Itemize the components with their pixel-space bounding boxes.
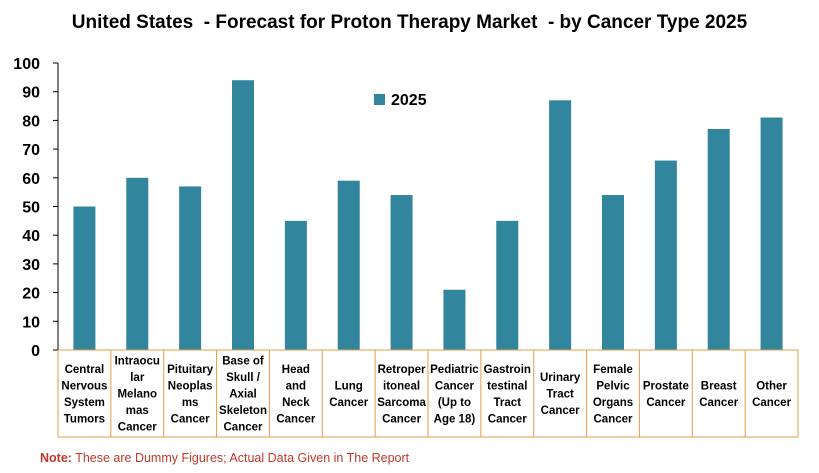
x-tick-label-line: mas	[126, 405, 149, 417]
y-tick-label: 60	[22, 171, 40, 188]
x-tick-label-line: Cancer	[118, 422, 158, 434]
x-tick-label-line: Lung	[335, 380, 363, 392]
x-tick-label-line: Cancer	[276, 413, 316, 425]
x-tick-label-line: Neoplas	[168, 380, 213, 392]
note-text: These are Dummy Figures; Actual Data Giv…	[71, 451, 410, 465]
y-tick-label: 100	[13, 56, 40, 73]
x-tick-label-line: Skeleton	[219, 405, 267, 417]
x-tick-label-line: testinal	[487, 380, 527, 392]
chart-title: United States - Forecast for Proton Ther…	[71, 12, 748, 33]
x-tick-label-line: (Up to	[438, 397, 471, 409]
bar	[179, 186, 202, 350]
x-tick-label-line: Cancer	[329, 397, 369, 409]
x-tick-label: Female Pelvic Organs Cancer	[593, 364, 633, 426]
x-tick-label-line: Cancer	[488, 413, 528, 425]
x-tick-label-line: Intraocu	[115, 356, 160, 368]
x-tick-label-line: Breast	[701, 380, 737, 392]
x-axis: Central Nervous System Tumors Intraocu lar Mel…	[57, 349, 799, 438]
footnote: Note: These are Dummy Figures; Actual Da…	[40, 451, 409, 465]
bar	[337, 180, 360, 350]
x-tick-label-line: Cancer	[171, 413, 211, 425]
x-tick-label: Urinary Tract Cancer	[540, 372, 581, 417]
bar	[602, 195, 624, 350]
bar	[390, 195, 413, 350]
x-tick-label: Breast Cancer	[699, 380, 739, 409]
y-tick-label: 30	[22, 257, 40, 274]
x-tick-label: Base of Skull / Axial Skeleton Cancer	[219, 356, 267, 434]
x-tick-label-line: Organs	[593, 397, 633, 409]
x-tick-label-line: Pelvic	[596, 380, 630, 392]
bar	[760, 117, 783, 350]
y-tick-label: 10	[22, 314, 40, 331]
x-tick-label-line: Gastroin	[484, 364, 531, 376]
x-tick-label-line: and	[286, 380, 306, 392]
bar	[496, 220, 519, 350]
x-tick-label-line: Prostate	[643, 380, 689, 392]
x-tick-label-line: Central	[65, 364, 105, 376]
x-tick-label-line: Urinary	[540, 372, 581, 384]
note-label: Note:	[40, 451, 72, 465]
x-tick-label-line: Cancer	[752, 397, 792, 409]
bars	[73, 80, 783, 350]
x-tick-label-line: Sarcoma	[377, 397, 426, 409]
bar	[284, 220, 307, 350]
y-tick-label: 40	[22, 228, 40, 245]
x-tick-label-line: lar	[130, 372, 145, 384]
x-tick-label: Pediatric Cancer (Up to Age 18)	[430, 364, 479, 426]
legend: 2025	[374, 92, 427, 109]
x-tick-label-line: Head	[282, 364, 310, 376]
y-tick-label: 70	[22, 142, 40, 159]
x-tick-label-line: Axial	[229, 389, 257, 401]
x-tick-label: Lung Cancer	[329, 380, 369, 409]
x-tick-label-line: Cancer	[646, 397, 686, 409]
x-tick-label: Central Nervous System Tumors	[61, 364, 107, 426]
x-tick-label: Other Cancer	[752, 380, 792, 409]
x-tick-label: Prostate Cancer	[643, 380, 689, 409]
x-tick-label-line: Cancer	[541, 405, 581, 417]
legend-label: 2025	[391, 92, 427, 109]
x-tick-label-line: Pituitary	[167, 364, 214, 376]
x-tick-label-line: Base of	[222, 356, 264, 368]
x-tick-label-line: ms	[182, 397, 199, 409]
y-axis: 0 10 20 30 40 50 60 70 80 90 100	[13, 56, 59, 360]
y-tick-label: 90	[22, 85, 40, 102]
bar	[73, 206, 96, 350]
x-tick-label-line: Pediatric	[430, 364, 479, 376]
x-tick-label-line: Tract	[546, 389, 574, 401]
y-tick-label: 0	[31, 343, 40, 360]
bar	[126, 177, 149, 350]
x-tick-label-line: Neck	[282, 397, 310, 409]
legend-swatch	[374, 94, 385, 105]
x-tick-label-line: itoneal	[383, 380, 420, 392]
x-tick-label-line: Female	[593, 364, 633, 376]
y-tick-label: 50	[22, 200, 40, 217]
x-tick-label-line: Tumors	[64, 413, 105, 425]
x-tick-label-line: Nervous	[61, 380, 107, 392]
x-tick-label: Intraocu lar Melano mas Cancer	[115, 356, 160, 434]
bar	[707, 129, 730, 350]
x-tick-label: Pituitary Neoplas ms Cancer	[167, 364, 214, 426]
bar	[232, 80, 254, 350]
bar	[549, 100, 572, 350]
x-tick-label-line: Cancer	[435, 380, 475, 392]
y-tick-label: 20	[22, 286, 40, 303]
x-tick-label-line: System	[64, 397, 105, 409]
x-tick-label-line: Retroper	[378, 364, 426, 376]
x-tick-label-line: Cancer	[382, 413, 422, 425]
bar	[654, 160, 677, 350]
x-tick-label: Gastroin testinal Tract Cancer	[484, 364, 531, 426]
x-tick-label-line: Cancer	[224, 422, 264, 434]
x-tick-label: Retroper itoneal Sarcoma Cancer	[377, 364, 426, 426]
x-tick-label-line: Melano	[117, 389, 157, 401]
x-tick-label-line: Tract	[494, 397, 522, 409]
x-tick-label-line: Other	[756, 380, 787, 392]
bar	[443, 289, 466, 350]
y-tick-label: 80	[22, 113, 40, 130]
x-tick-label-line: Cancer	[699, 397, 739, 409]
x-tick-label-line: Skull /	[226, 372, 261, 384]
x-tick-label-line: Cancer	[594, 413, 634, 425]
x-tick-label-line: Age 18)	[434, 413, 476, 425]
x-tick-label: Head and Neck Cancer	[276, 364, 316, 426]
